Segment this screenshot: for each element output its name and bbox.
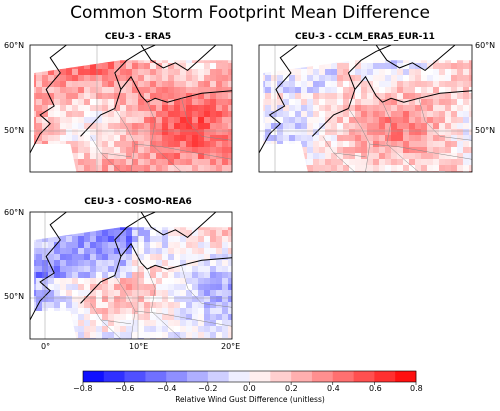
colorbar-bin — [207, 371, 229, 382]
colorbar-bin — [395, 371, 417, 382]
colorbar-tick: 0.4 — [327, 384, 340, 393]
coastline-segment — [80, 242, 232, 304]
border-segment — [134, 143, 232, 160]
colorbar-bin — [311, 371, 334, 382]
difference-field — [263, 60, 472, 172]
lon-tick-20e: 20°E — [221, 342, 241, 351]
colorbar-label: Relative Wind Gust Difference (unitless) — [175, 395, 325, 404]
colorbar-tick: −0.6 — [115, 384, 135, 393]
border-segment — [382, 102, 419, 172]
map-panel-cclm — [259, 45, 472, 172]
gridlines — [30, 45, 232, 172]
colorbar-tick: 0.0 — [243, 384, 256, 393]
border-segment — [114, 108, 136, 172]
field-cells — [263, 60, 472, 172]
border-segment — [418, 98, 472, 141]
coastline-segment — [311, 75, 472, 137]
colorbar-tick: −0.2 — [198, 384, 218, 393]
map-frame — [29, 211, 233, 340]
map-panel-era5 — [30, 45, 232, 172]
coastline-segment — [114, 45, 156, 90]
colorbar-bin — [332, 371, 354, 382]
colorbar-bin — [374, 371, 396, 382]
lat-tick-50-panel2: 50°N — [475, 126, 496, 135]
map-frame — [258, 44, 473, 173]
colorbar-bin — [145, 371, 167, 382]
colorbar-bin — [166, 371, 188, 382]
coastline-segment — [259, 45, 298, 154]
border-segment — [146, 269, 182, 339]
colorbar-tick: −0.4 — [157, 384, 177, 393]
colorbar-tick: 0.2 — [285, 384, 298, 393]
border-segment — [181, 98, 232, 141]
border-segment — [100, 319, 132, 325]
lat-tick-60-panel1: 60°N — [4, 41, 25, 50]
lon-tick-0: 0° — [41, 342, 51, 351]
country-borders — [90, 98, 232, 172]
panel-title-cclm: CEU-3 - CCLM_ERA5_EUR-11 — [295, 32, 435, 42]
border-segment — [100, 152, 132, 158]
gridlines — [259, 45, 472, 172]
coastline-segment — [80, 75, 232, 137]
coastline-segment — [30, 212, 67, 321]
colorbar-bin — [270, 371, 292, 382]
map-panel-cosmo — [30, 212, 232, 339]
border-segment — [333, 152, 366, 158]
border-segment — [146, 102, 182, 172]
coastline — [259, 45, 472, 154]
gridlines — [30, 212, 232, 339]
difference-field — [34, 227, 232, 339]
panel-title-cosmo: CEU-3 - COSMO-REA6 — [84, 197, 192, 207]
panel-title-era5: CEU-3 - ERA5 — [104, 32, 172, 42]
colorbar-bin — [83, 371, 105, 382]
map-frame — [29, 44, 233, 173]
colorbar-bin — [124, 371, 146, 382]
colorbar-frame — [82, 370, 417, 383]
coastline-segment — [375, 45, 456, 72]
coastline — [30, 212, 232, 321]
colorbar — [82, 371, 417, 385]
lat-tick-50-panel1: 50°N — [4, 126, 25, 135]
border-segment — [134, 310, 232, 327]
border-segment — [369, 143, 472, 160]
coastline-segment — [30, 45, 67, 154]
difference-field — [34, 60, 232, 172]
colorbar-bin — [291, 371, 313, 382]
figure-title: Common Storm Footprint Mean Difference — [70, 3, 430, 23]
lat-tick-60-panel2: 60°N — [475, 41, 496, 50]
coastline-segment — [140, 212, 217, 239]
lat-tick-50-panel3: 50°N — [4, 292, 25, 301]
field-cells — [34, 227, 232, 339]
coastline — [30, 45, 232, 154]
colorbar-bin — [228, 371, 250, 382]
country-borders — [90, 265, 232, 339]
colorbar-bin — [249, 371, 271, 382]
colorbar-bin — [353, 371, 375, 382]
colorbar-tick: 0.8 — [410, 384, 423, 393]
colorbar-tick: 0.6 — [369, 384, 382, 393]
colorbar-bin — [103, 371, 125, 382]
colorbar-tick: −0.8 — [73, 384, 93, 393]
colorbar-bin — [187, 371, 209, 382]
country-borders — [322, 98, 472, 172]
lon-tick-10e: 10°E — [129, 342, 149, 351]
field-cells — [34, 60, 232, 172]
border-segment — [348, 108, 371, 172]
border-segment — [181, 265, 232, 308]
border-segment — [114, 275, 136, 339]
lat-tick-60-panel3: 60°N — [4, 208, 25, 217]
coastline-segment — [140, 45, 217, 72]
coastline-segment — [347, 45, 392, 90]
coastline-segment — [114, 212, 156, 257]
